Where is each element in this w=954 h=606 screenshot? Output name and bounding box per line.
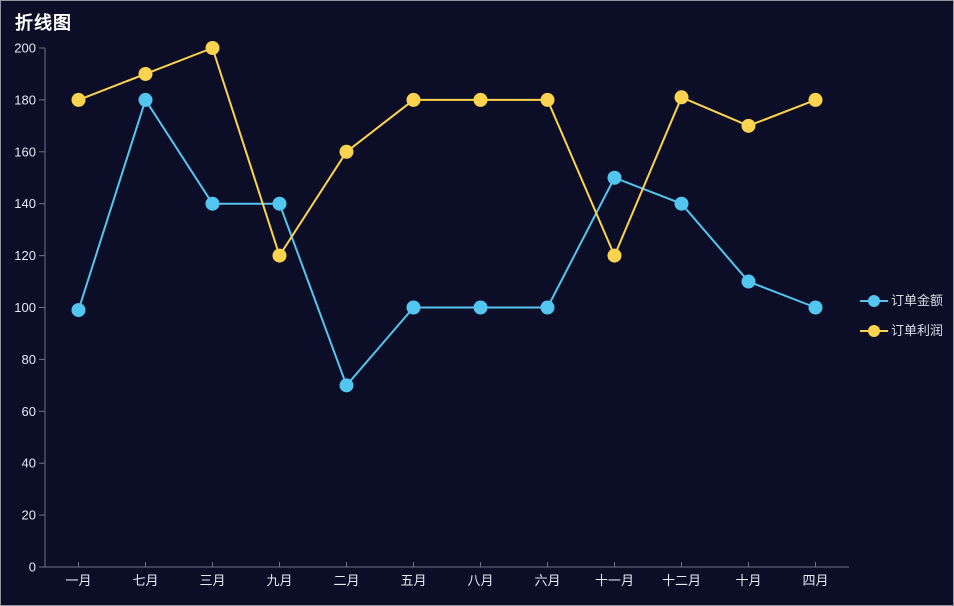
data-point-订单利润-七月[interactable] [138,66,153,81]
y-axis-label: 40 [22,456,36,471]
legend-item-label: 订单利润 [890,323,943,338]
y-axis-label: 120 [14,248,36,263]
data-point-订单利润-三月[interactable] [205,41,220,55]
legend-item-订单金额[interactable]: 订单金额 [859,293,943,308]
data-point-订单金额-五月[interactable] [406,300,421,315]
x-axis-label: 六月 [534,573,560,588]
data-point-订单金额-十二月[interactable] [674,196,689,211]
data-point-订单金额-九月[interactable] [272,196,287,211]
data-point-订单利润-四月[interactable] [808,92,823,107]
x-axis-label: 七月 [132,573,158,588]
data-point-订单金额-十月[interactable] [741,274,756,289]
x-axis-label: 八月 [467,573,493,588]
data-point-订单金额-六月[interactable] [540,300,555,315]
chart-title: 折线图 [15,13,72,33]
y-axis-label: 100 [14,300,36,315]
y-axis-label: 0 [29,560,36,575]
y-axis-label: 200 [14,41,36,56]
data-point-订单金额-三月[interactable] [205,196,220,211]
data-point-订单金额-七月[interactable] [138,92,153,107]
data-point-订单利润-十一月[interactable] [607,248,622,263]
x-axis-label: 九月 [266,573,292,588]
data-point-订单利润-六月[interactable] [540,92,555,107]
data-point-订单利润-八月[interactable] [473,92,488,107]
series-line-订单利润 [78,47,816,257]
data-point-订单金额-八月[interactable] [473,300,488,315]
data-point-订单利润-二月[interactable] [339,144,354,159]
x-axis-label: 五月 [400,573,426,588]
data-point-订单利润-十二月[interactable] [674,90,689,105]
x-axis-label: 三月 [199,573,225,588]
y-axis-label: 80 [22,352,36,367]
data-point-订单利润-九月[interactable] [272,248,287,263]
data-point-订单金额-二月[interactable] [339,378,354,393]
series-line-订单金额 [77,98,816,387]
x-axis-label: 一月 [65,573,91,588]
data-point-订单金额-一月[interactable] [71,303,86,318]
x-axis-label: 十一月 [595,573,634,588]
y-axis-label: 20 [22,508,36,523]
legend-line-marker-icon [859,294,888,307]
y-axis-label: 180 [14,92,36,107]
y-axis-label: 140 [14,196,36,211]
data-point-订单金额-四月[interactable] [808,300,823,315]
legend-item-订单利润[interactable]: 订单利润 [859,323,943,338]
x-axis-label: 四月 [802,573,828,588]
x-axis-label: 十月 [735,573,761,588]
legend-line-marker-icon [859,324,888,337]
legend: 订单金额 订单利润 [859,293,943,338]
x-axis-label: 二月 [333,573,359,588]
legend-item-label: 订单金额 [890,293,943,308]
data-point-订单利润-五月[interactable] [406,92,421,107]
data-point-订单利润-一月[interactable] [71,92,86,107]
y-axis-label: 60 [22,404,36,419]
data-point-订单利润-十月[interactable] [741,118,756,133]
data-point-订单金额-十一月[interactable] [607,170,622,185]
x-axis-label: 十二月 [662,573,701,588]
y-axis-label: 160 [14,144,36,159]
